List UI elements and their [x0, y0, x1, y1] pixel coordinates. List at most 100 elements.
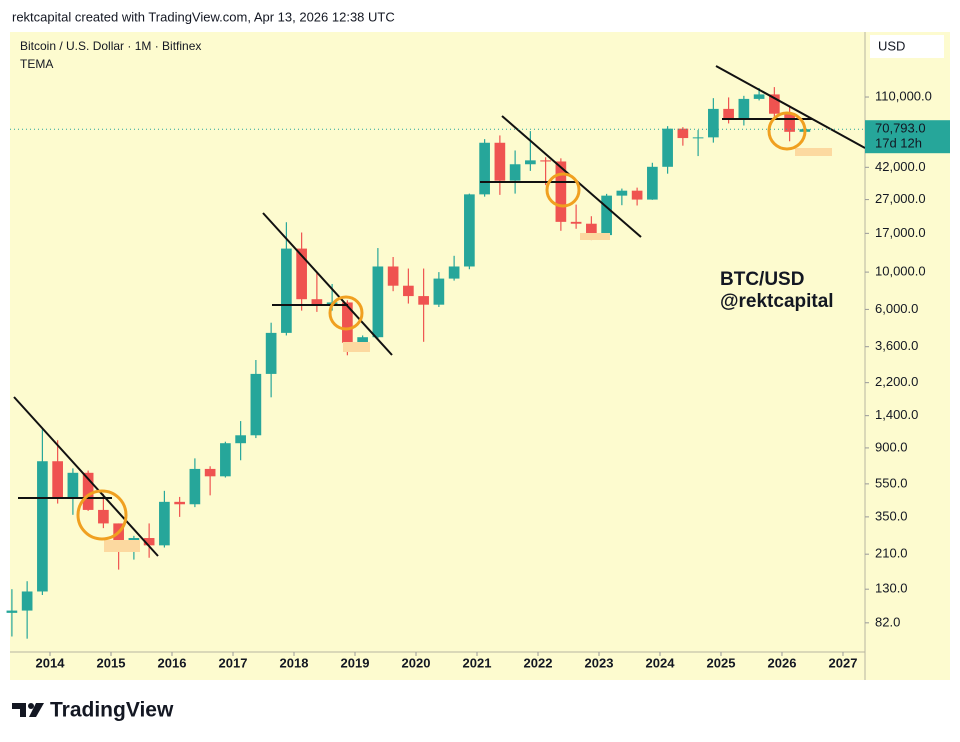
candle-body [479, 142, 490, 195]
candle-body [82, 472, 94, 510]
x-tick-label: 2022 [524, 655, 553, 670]
y-tick-label: 1,400.0 [875, 407, 918, 422]
logo-mark [12, 703, 26, 717]
candle-body [37, 461, 48, 592]
circle-marker [545, 172, 581, 208]
candle-body [311, 299, 323, 305]
y-tick-label: 900.0 [875, 439, 908, 454]
x-tick-label: 2018 [280, 655, 309, 670]
candle-body [6, 610, 18, 613]
candle-body [403, 285, 414, 297]
candle-body [174, 501, 185, 505]
candle-body [204, 468, 216, 477]
y-tick-label: 110,000.0 [875, 88, 932, 103]
y-tick-label: 210.0 [875, 546, 908, 561]
y-tick-label: 42,000.0 [875, 159, 926, 174]
candle-body [265, 332, 277, 374]
candle-body [601, 195, 612, 236]
y-tick-label: 130.0 [875, 581, 908, 596]
candle-body [708, 108, 719, 138]
highlight [104, 540, 140, 552]
candle-body [769, 94, 780, 114]
current-price-label: 70,793.0 [875, 121, 926, 136]
candles [6, 87, 811, 639]
current-price-box [865, 120, 950, 154]
x-tick-label: 2019 [341, 655, 370, 670]
candle-body [525, 160, 536, 165]
candle-body [296, 248, 307, 300]
circle-marker [328, 295, 364, 331]
candle-body [357, 337, 368, 343]
candle-body [418, 296, 429, 305]
drawings [13, 65, 866, 557]
y-tick-label: 27,000.0 [875, 191, 926, 206]
candle-body [631, 190, 643, 200]
x-tick-label: 2023 [585, 655, 614, 670]
candle-body [509, 164, 521, 181]
candle-body [723, 108, 734, 119]
y-tick-label: 17,000.0 [875, 225, 926, 240]
highlight [580, 233, 610, 240]
candle-body [189, 468, 201, 505]
footer-logo-text: TradingView [50, 699, 174, 722]
y-tick-label: 3,600.0 [875, 338, 918, 353]
currency-label: USD [878, 38, 905, 53]
candle-body [738, 98, 750, 119]
x-tick-label: 2021 [463, 655, 492, 670]
x-tick-label: 2025 [707, 655, 736, 670]
candle-body [98, 509, 109, 524]
x-tick-label: 2027 [829, 655, 858, 670]
y-tick-label: 350.0 [875, 508, 908, 523]
y-tick-label: 6,000.0 [875, 301, 918, 316]
x-tick-label: 2014 [36, 655, 66, 670]
y-tick-label: 10,000.0 [875, 264, 926, 279]
candle-body [494, 142, 506, 181]
candle-body [540, 160, 551, 162]
axes: 82.0 130.0 210.0 350.0 550.0 900.0 1,400.0 2,20… [36, 88, 932, 670]
candle-body [52, 461, 63, 499]
highlight [795, 148, 832, 156]
candle-body [753, 94, 765, 99]
candle-body [21, 591, 33, 611]
x-tick-label: 2017 [219, 655, 248, 670]
x-tick-label: 2026 [768, 655, 797, 670]
logo-mark [28, 703, 34, 709]
logo [12, 703, 44, 717]
candle-body [570, 221, 582, 224]
candle-body [677, 128, 689, 139]
candle-body [647, 166, 658, 200]
candle-body [448, 266, 460, 279]
chart-title: Bitcoin / U.S. Dollar · 1M · Bitfinex [20, 39, 201, 53]
candle-body [616, 190, 628, 196]
annotation: @rektcapital [720, 291, 834, 312]
header: rektcapital created with TradingView.com… [12, 9, 395, 24]
indicator-label: TEMA [20, 57, 53, 71]
candle-body [67, 472, 79, 499]
candle-body [662, 128, 673, 167]
y-tick-label: 550.0 [875, 475, 908, 490]
y-tick-label: 82.0 [875, 614, 900, 629]
x-tick-label: 2024 [646, 655, 676, 670]
candle-body [692, 137, 704, 139]
candle-body [281, 248, 292, 333]
candle-body [220, 443, 231, 477]
countdown-label: 17d 12h [875, 136, 922, 151]
candle-body [784, 113, 795, 132]
annotation: BTC/USD [720, 269, 804, 290]
y-tick-label: 2,200.0 [875, 374, 918, 389]
candle-body [555, 161, 567, 222]
x-tick-label: 2016 [158, 655, 187, 670]
candle-body [586, 223, 597, 236]
candle-body [143, 538, 155, 546]
x-tick-label: 2015 [97, 655, 126, 670]
logo-mark [29, 703, 44, 717]
candle-body [159, 501, 170, 546]
candle-body [342, 302, 353, 343]
x-tick-label: 2020 [402, 655, 431, 670]
highlight [343, 342, 370, 352]
circle-marker [767, 111, 807, 151]
chart-background [10, 32, 950, 680]
